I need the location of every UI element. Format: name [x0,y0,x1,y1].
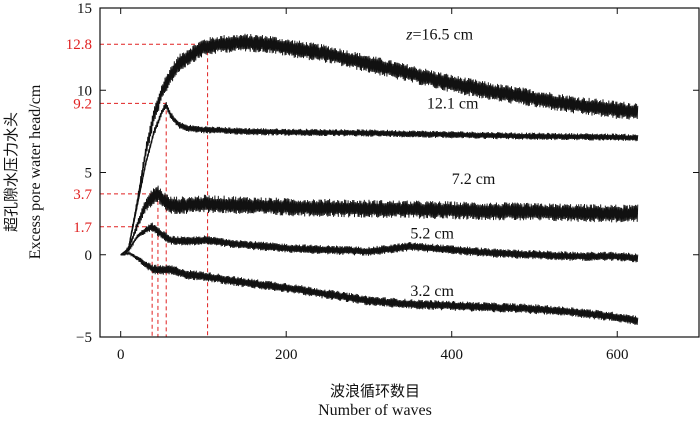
series-oscillation [125,250,639,325]
x-axis-title-cn: 波浪循环数目 [330,382,420,400]
x-tick-label: 400 [440,347,463,363]
highlight-guides: 12.8 9.2 3.7 1.7 [66,37,209,337]
y-tick-label: 0 [85,248,93,264]
series-label-value: 7.2 cm [452,171,496,188]
series-oscillation [125,222,639,263]
y-tick-label: 10 [77,83,92,99]
x-tick-label: 600 [606,347,629,363]
y-tick-label: −5 [76,330,92,346]
y-tick-label: 15 [77,1,92,17]
series-line [120,41,638,256]
highlight-level-label: 9.2 [73,96,92,112]
series-labels: z=16.5 cm 12.1 cm 7.2 cm 5.2 cm 3.2 cm [405,26,496,300]
axes: −5 0 5 10 15 0 200 400 600 [76,1,700,363]
series-label: z=16.5 cm [405,26,473,43]
series-label-variable: z [405,26,413,43]
series-label-value: =16.5 cm [412,26,473,43]
highlight-level-label: 1.7 [73,220,92,236]
series-label-value: 3.2 cm [410,283,454,300]
y-tick-label: 5 [85,166,93,182]
y-axis-title: Excess pore water head/cm [27,84,44,259]
y-axis-title-cn: 超孔隙水压力水头 [2,112,20,232]
series-label: 3.2 cm [410,283,454,300]
highlight-level-label: 12.8 [66,37,92,53]
series-label-value: 12.1 cm [427,95,479,112]
series-label: 12.1 cm [427,95,479,112]
series-oscillation [125,185,639,253]
series-label: 5.2 cm [410,225,454,242]
highlight-level-label: 3.7 [73,187,92,203]
series-label: 7.2 cm [452,171,496,188]
series-oscillation [125,33,639,255]
series-label-value: 5.2 cm [410,225,454,242]
x-tick-label: 0 [117,347,125,363]
x-tick-label: 200 [275,347,298,363]
x-axis-title: Number of waves [318,402,432,419]
series-oscillation [125,101,639,254]
series-layer [120,33,639,325]
